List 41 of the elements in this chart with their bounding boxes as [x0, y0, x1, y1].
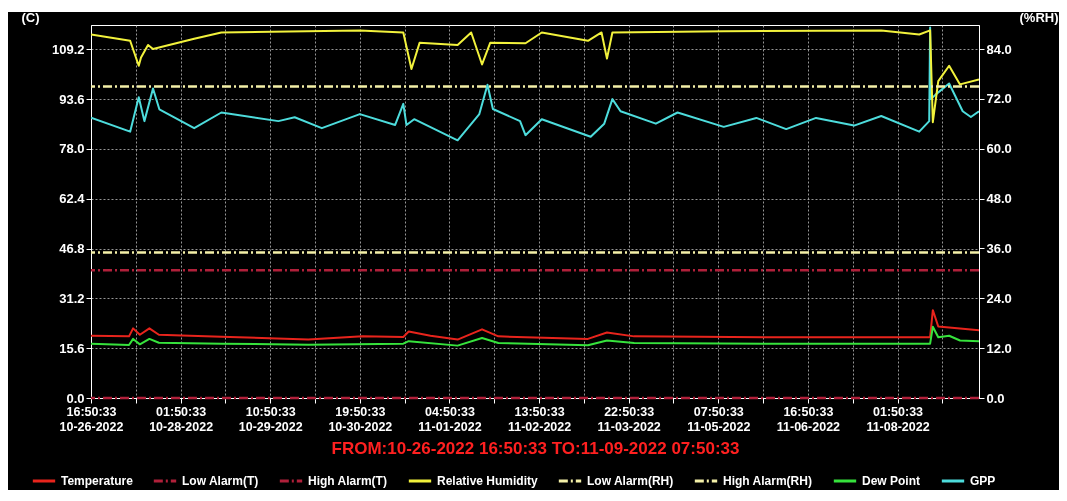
- legend-label: Low Alarm(RH): [587, 474, 674, 488]
- y2-tick-label: 36.0: [986, 240, 1012, 256]
- legend-label: Temperature: [61, 474, 134, 488]
- y-tick-label: 15.6: [59, 340, 85, 356]
- legend-label: Relative Humidity: [437, 474, 539, 488]
- line-series: [91, 29, 979, 124]
- y2-tick-label: 60.0: [986, 141, 1012, 157]
- legend-label: High Alarm(T): [308, 474, 387, 488]
- x-tick-label: 04:50:33 11-01-2022: [418, 404, 482, 434]
- y2-axis-title: (%RH): [1019, 9, 1059, 25]
- y2-tick-label: 72.0: [986, 91, 1012, 107]
- y-tick-label: 78.0: [59, 141, 85, 157]
- x-axis-title: FROM:10-26-2022 16:50:33 TO:11-09-2022 07:50:33: [331, 439, 740, 458]
- y-tick-label: 109.2: [51, 41, 85, 57]
- y-tick-label: 62.4: [59, 191, 86, 207]
- y-tick-label: 46.8: [59, 241, 85, 257]
- x-tick-label: 01:50:33 10-28-2022: [149, 404, 214, 434]
- y-tick-label: 93.6: [59, 91, 85, 107]
- y2-tick-label: 0.0: [986, 390, 1005, 406]
- x-tick-label: 16:50:33 10-26-2022: [59, 404, 124, 434]
- legend-label: High Alarm(RH): [723, 474, 812, 488]
- x-tick-label: 13:50:33 11-02-2022: [507, 404, 572, 434]
- line-series: [91, 26, 979, 142]
- y-tick-label: 0.0: [66, 390, 85, 406]
- x-tick-label: 22:50:33 11-03-2022: [597, 404, 661, 434]
- x-tick-label: 01:50:33 11-08-2022: [866, 404, 930, 434]
- x-tick-label: 07:50:33 11-05-2022: [687, 404, 751, 434]
- y2-tick-label: 12.0: [986, 340, 1012, 356]
- legend-label: GPP: [970, 474, 996, 488]
- x-tick-label: 10:50:33 10-29-2022: [238, 404, 303, 434]
- y2-tick-label: 84.0: [986, 41, 1012, 57]
- y-tick-label: 31.2: [59, 290, 85, 306]
- legend-label: Low Alarm(T): [182, 474, 259, 488]
- x-tick-label: 19:50:33 10-30-2022: [328, 404, 393, 434]
- y2-tick-label: 48.0: [986, 191, 1012, 207]
- y2-tick-label: 24.0: [986, 290, 1012, 306]
- y-axis-title: (C): [21, 9, 40, 25]
- x-tick-label: 16:50:33 11-06-2022: [776, 404, 841, 434]
- legend-label: Dew Point: [862, 474, 921, 488]
- line-series: [91, 325, 979, 347]
- line-series: [91, 309, 979, 341]
